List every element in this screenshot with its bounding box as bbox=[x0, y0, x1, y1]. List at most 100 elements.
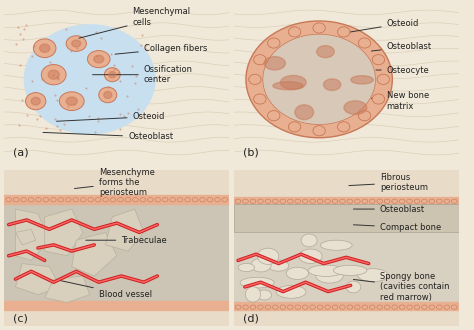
Ellipse shape bbox=[273, 305, 278, 309]
Ellipse shape bbox=[65, 198, 71, 202]
Ellipse shape bbox=[251, 258, 271, 272]
Ellipse shape bbox=[273, 82, 303, 90]
Text: Osteoid: Osteoid bbox=[56, 112, 165, 121]
Text: Osteoblast: Osteoblast bbox=[372, 42, 432, 51]
Bar bbox=[4, 301, 229, 310]
Text: Osteoid: Osteoid bbox=[349, 19, 419, 32]
Ellipse shape bbox=[250, 305, 256, 309]
Ellipse shape bbox=[320, 240, 352, 250]
Ellipse shape bbox=[347, 305, 353, 309]
Ellipse shape bbox=[407, 199, 412, 204]
Ellipse shape bbox=[377, 199, 383, 204]
Bar bbox=[234, 170, 459, 198]
Ellipse shape bbox=[429, 305, 435, 309]
Ellipse shape bbox=[88, 198, 93, 202]
Ellipse shape bbox=[451, 305, 457, 309]
Text: Blood vessel: Blood vessel bbox=[56, 280, 152, 299]
Ellipse shape bbox=[324, 79, 341, 90]
Ellipse shape bbox=[254, 94, 266, 104]
Ellipse shape bbox=[369, 305, 375, 309]
Ellipse shape bbox=[267, 38, 280, 48]
Ellipse shape bbox=[207, 198, 213, 202]
Bar bbox=[234, 197, 459, 204]
Text: Ossification
center: Ossification center bbox=[92, 65, 193, 84]
Ellipse shape bbox=[140, 198, 146, 202]
Text: Osteocyte: Osteocyte bbox=[376, 66, 429, 75]
Text: Mesenchyme
forms the
periosteum: Mesenchyme forms the periosteum bbox=[74, 168, 155, 197]
Ellipse shape bbox=[280, 199, 286, 204]
Ellipse shape bbox=[66, 97, 77, 105]
Ellipse shape bbox=[355, 305, 360, 309]
Ellipse shape bbox=[316, 268, 343, 283]
Ellipse shape bbox=[377, 305, 383, 309]
Bar bbox=[234, 204, 459, 232]
Ellipse shape bbox=[246, 21, 392, 138]
Ellipse shape bbox=[110, 198, 116, 202]
Ellipse shape bbox=[299, 249, 322, 263]
Ellipse shape bbox=[276, 285, 306, 298]
Ellipse shape bbox=[310, 305, 315, 309]
Ellipse shape bbox=[58, 198, 64, 202]
Ellipse shape bbox=[185, 198, 191, 202]
Ellipse shape bbox=[344, 101, 367, 115]
Bar bbox=[4, 307, 229, 326]
Ellipse shape bbox=[104, 91, 112, 98]
Bar bbox=[4, 170, 229, 198]
Ellipse shape bbox=[118, 198, 123, 202]
Ellipse shape bbox=[332, 199, 338, 204]
Ellipse shape bbox=[407, 305, 412, 309]
Ellipse shape bbox=[222, 198, 228, 202]
Ellipse shape bbox=[337, 27, 350, 37]
Ellipse shape bbox=[384, 199, 390, 204]
Ellipse shape bbox=[257, 290, 272, 300]
Ellipse shape bbox=[384, 305, 390, 309]
Ellipse shape bbox=[437, 305, 442, 309]
Ellipse shape bbox=[337, 122, 350, 132]
Ellipse shape bbox=[73, 198, 79, 202]
Ellipse shape bbox=[43, 198, 49, 202]
Ellipse shape bbox=[40, 44, 50, 52]
Ellipse shape bbox=[358, 269, 388, 281]
Ellipse shape bbox=[95, 198, 101, 202]
Ellipse shape bbox=[192, 198, 198, 202]
Ellipse shape bbox=[257, 305, 263, 309]
Ellipse shape bbox=[235, 305, 241, 309]
Ellipse shape bbox=[34, 39, 56, 57]
Bar bbox=[4, 195, 229, 204]
Ellipse shape bbox=[200, 198, 205, 202]
Bar bbox=[234, 307, 459, 326]
Ellipse shape bbox=[369, 199, 375, 204]
Ellipse shape bbox=[336, 267, 356, 275]
Ellipse shape bbox=[325, 199, 330, 204]
Ellipse shape bbox=[254, 55, 266, 65]
Ellipse shape bbox=[250, 199, 256, 204]
Ellipse shape bbox=[13, 198, 19, 202]
Ellipse shape bbox=[286, 267, 309, 280]
Text: (a): (a) bbox=[13, 148, 29, 158]
Ellipse shape bbox=[287, 305, 293, 309]
Ellipse shape bbox=[346, 281, 361, 293]
Ellipse shape bbox=[317, 199, 323, 204]
Text: Spongy bone
(cavities contain
red marrow): Spongy bone (cavities contain red marrow… bbox=[354, 272, 449, 302]
Ellipse shape bbox=[372, 55, 384, 65]
Ellipse shape bbox=[6, 198, 11, 202]
Ellipse shape bbox=[392, 305, 397, 309]
Ellipse shape bbox=[362, 305, 368, 309]
Ellipse shape bbox=[392, 199, 397, 204]
Ellipse shape bbox=[103, 198, 109, 202]
Ellipse shape bbox=[21, 198, 27, 202]
Ellipse shape bbox=[444, 199, 450, 204]
Ellipse shape bbox=[133, 198, 138, 202]
Ellipse shape bbox=[287, 199, 293, 204]
Text: Compact bone: Compact bone bbox=[354, 223, 441, 232]
Ellipse shape bbox=[170, 198, 175, 202]
Ellipse shape bbox=[340, 305, 345, 309]
Polygon shape bbox=[16, 209, 49, 260]
Ellipse shape bbox=[429, 199, 435, 204]
Ellipse shape bbox=[243, 199, 248, 204]
Ellipse shape bbox=[99, 87, 117, 103]
Ellipse shape bbox=[59, 92, 84, 111]
Polygon shape bbox=[16, 229, 36, 245]
Ellipse shape bbox=[25, 25, 155, 134]
Ellipse shape bbox=[444, 305, 450, 309]
